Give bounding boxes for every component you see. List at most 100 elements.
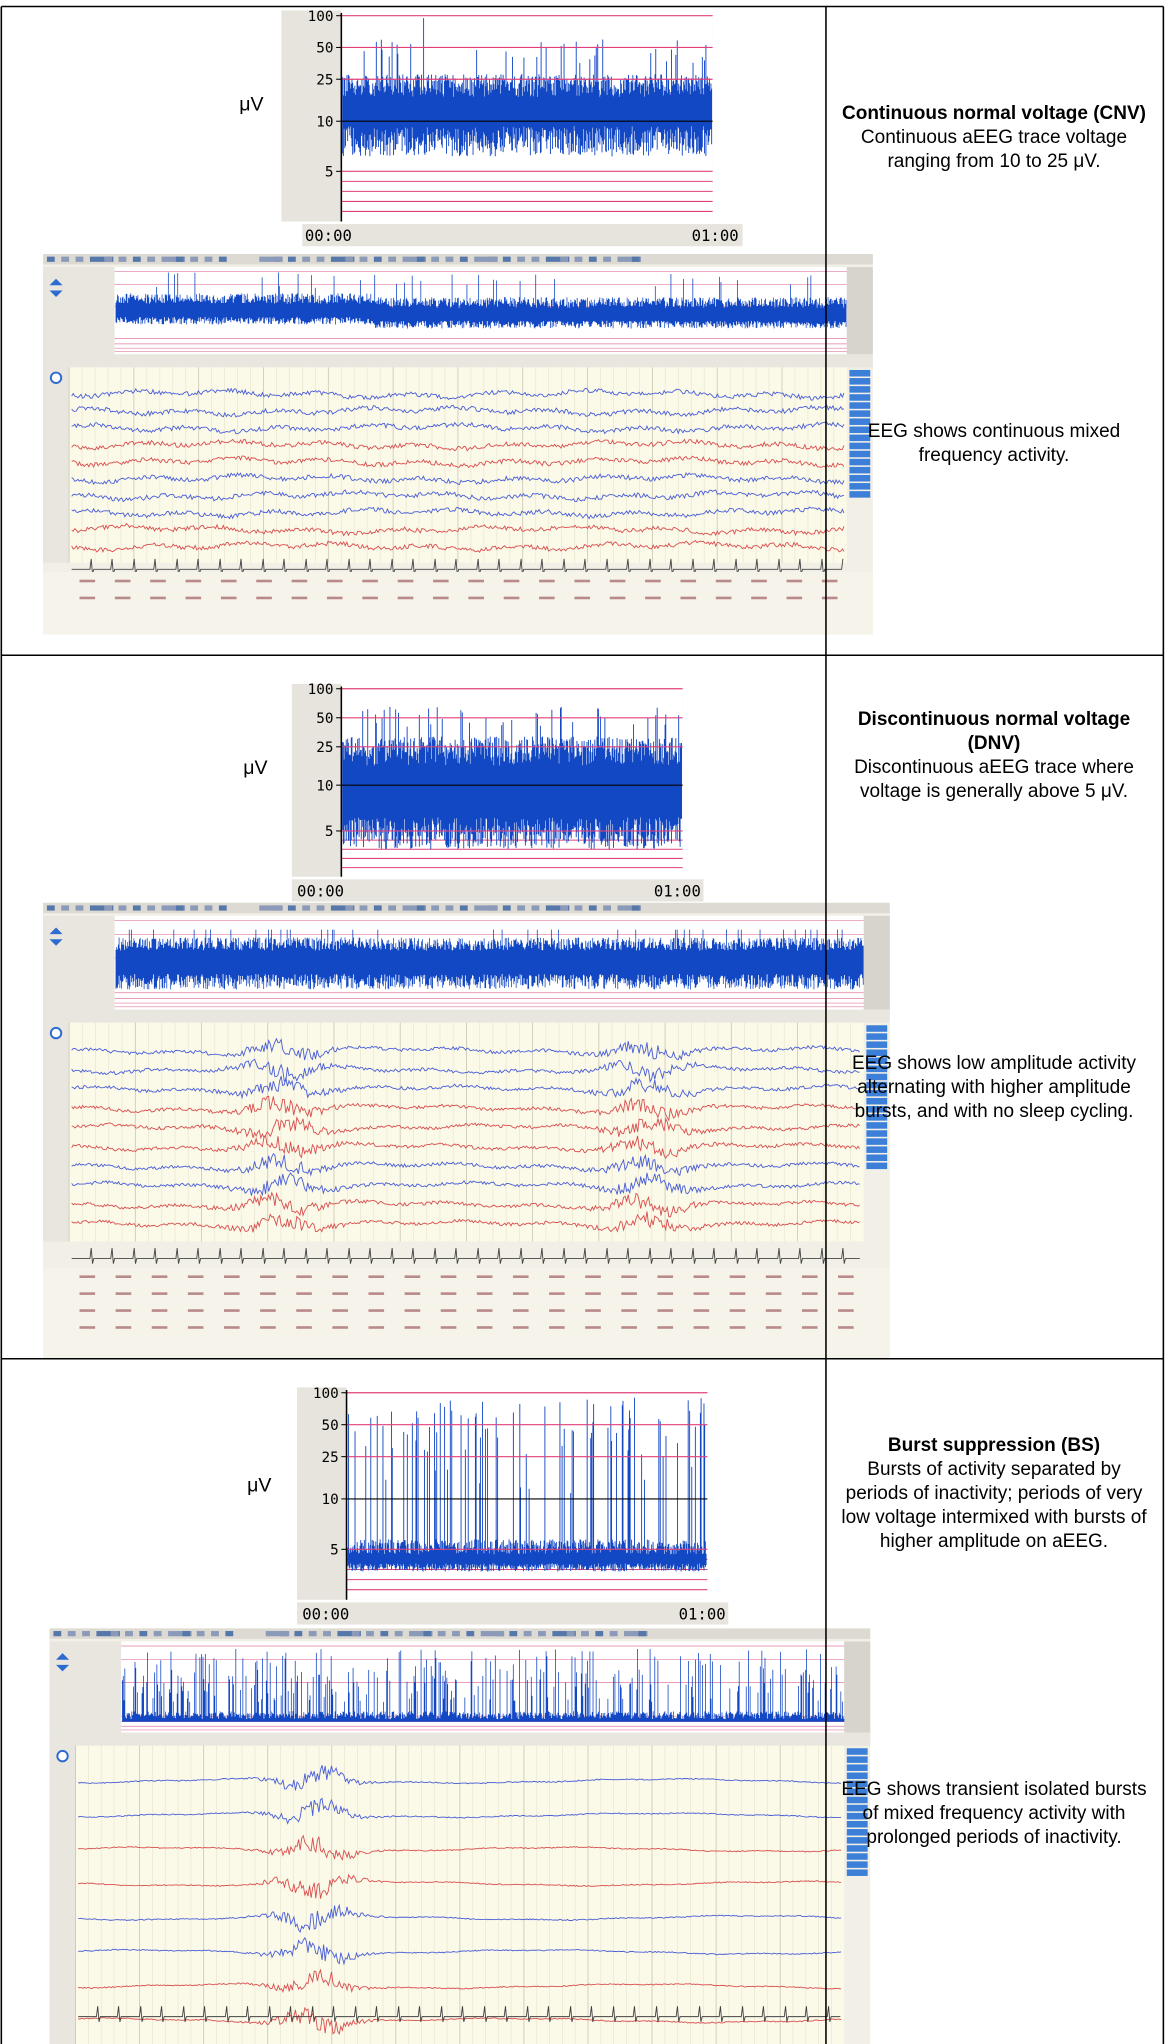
y-tick-label: 5 — [330, 1543, 339, 1559]
info-cell — [693, 1309, 710, 1312]
info-cell — [79, 1275, 96, 1278]
channel-tab — [866, 1114, 888, 1121]
toolbar-icon — [273, 905, 282, 911]
info-cell — [645, 596, 661, 600]
toolbar-icon — [132, 256, 141, 262]
channel-tab — [866, 1073, 888, 1081]
unit-label: μV — [247, 1475, 271, 1497]
eeg-trace — [71, 1058, 860, 1084]
info-cell — [468, 579, 484, 583]
channel-panel — [846, 267, 873, 355]
time-start: 00:00 — [297, 881, 344, 900]
toolbar-icon — [259, 256, 283, 262]
channel-tab — [849, 426, 871, 434]
channel-tab — [866, 1049, 888, 1057]
channel-tab — [846, 1861, 868, 1868]
eeg-side — [49, 1745, 76, 2044]
channel-tab — [866, 1162, 888, 1170]
row-description: Discontinuous aEEG trace where voltage i… — [854, 757, 1134, 802]
toolbar-icon — [517, 905, 526, 911]
toolbar-icon — [488, 905, 497, 911]
toolbar-icon — [96, 1631, 120, 1637]
info-cell — [362, 596, 378, 600]
toolbar-icon — [204, 256, 213, 262]
info-cell — [801, 1275, 818, 1278]
eeg-trace — [71, 523, 845, 537]
info-cell — [512, 1275, 529, 1278]
info-cell — [693, 1275, 710, 1278]
info-cell — [404, 1326, 421, 1329]
toolbar-icon — [588, 256, 597, 262]
toolbar-icon — [345, 256, 354, 262]
toolbar-icon — [488, 256, 497, 262]
aeeg-side — [43, 267, 115, 355]
row-description: Continuous aEEG trace voltage ranging fr… — [860, 127, 1128, 172]
toolbar-icon — [280, 1631, 288, 1637]
toolbar-icon — [402, 905, 427, 911]
toolbar-icon — [259, 905, 283, 911]
toolbar-icon — [61, 905, 70, 911]
toolbar-icon — [445, 256, 454, 262]
toolbar-icon — [474, 256, 498, 262]
toolbar-icon — [330, 256, 355, 262]
eeg-trace — [71, 421, 845, 435]
nav-arrows — [49, 278, 63, 298]
toolbar-icon — [323, 1631, 331, 1637]
toolbar-icon — [495, 1631, 503, 1637]
channel-tab — [866, 1065, 888, 1073]
info-cell — [260, 1292, 276, 1295]
channel-tab — [846, 1764, 868, 1771]
info-cell — [539, 579, 555, 583]
info-cell — [296, 1292, 312, 1295]
eeg-trace — [77, 1765, 842, 1791]
eeg-trace — [71, 1076, 860, 1100]
toolbar-icon — [431, 256, 440, 262]
toolbar-icon — [308, 1631, 317, 1637]
info-cell — [765, 1292, 782, 1295]
info-cell — [150, 596, 166, 600]
info-cell — [220, 596, 237, 600]
toolbar-icon — [459, 905, 468, 911]
toolbar-icon — [337, 1631, 361, 1637]
toolbar-icon — [287, 256, 296, 262]
y-tick-label: 5 — [325, 824, 334, 840]
toolbar-icon — [225, 1631, 234, 1637]
info-cell — [440, 1275, 457, 1278]
eeg-trace — [71, 455, 845, 469]
eeg-trace — [71, 1191, 860, 1218]
y-tick-label: 100 — [308, 9, 334, 25]
channel-tab — [849, 442, 871, 450]
info-cell — [296, 1275, 312, 1278]
info-cell — [539, 596, 555, 600]
info-cell — [79, 1309, 96, 1312]
info-cell — [621, 1326, 637, 1329]
eeg-button — [49, 371, 63, 384]
toolbar-icon — [509, 1631, 518, 1637]
info-cell — [574, 596, 591, 600]
info-cell — [838, 1292, 854, 1295]
channel-tab — [866, 1097, 888, 1105]
aeeg-trace — [115, 929, 864, 990]
toolbar-icon — [523, 1631, 532, 1637]
toolbar-icon — [574, 256, 583, 262]
toolbar-icon — [46, 905, 55, 911]
eeg-trace — [71, 506, 845, 520]
channel-tab — [866, 1122, 888, 1129]
info-cell — [751, 579, 767, 583]
toolbar-icon — [445, 905, 454, 911]
eeg-trace — [78, 1873, 842, 1899]
channel-tab — [846, 1820, 868, 1828]
unit-label: μV — [243, 757, 267, 779]
channel-tab — [849, 474, 871, 482]
toolbar-icon — [294, 1631, 303, 1637]
info-cell — [609, 579, 626, 583]
info-cell — [187, 1292, 204, 1295]
time-bar — [302, 224, 743, 247]
info-cell — [680, 596, 697, 600]
toolbar-icon — [409, 1631, 433, 1637]
row-title: Discontinuous normal voltage (DNV) — [857, 709, 1131, 754]
eeg-trace — [71, 1116, 860, 1140]
info-cell — [187, 1309, 204, 1312]
info-cell — [512, 1292, 529, 1295]
info-cell — [821, 579, 838, 583]
